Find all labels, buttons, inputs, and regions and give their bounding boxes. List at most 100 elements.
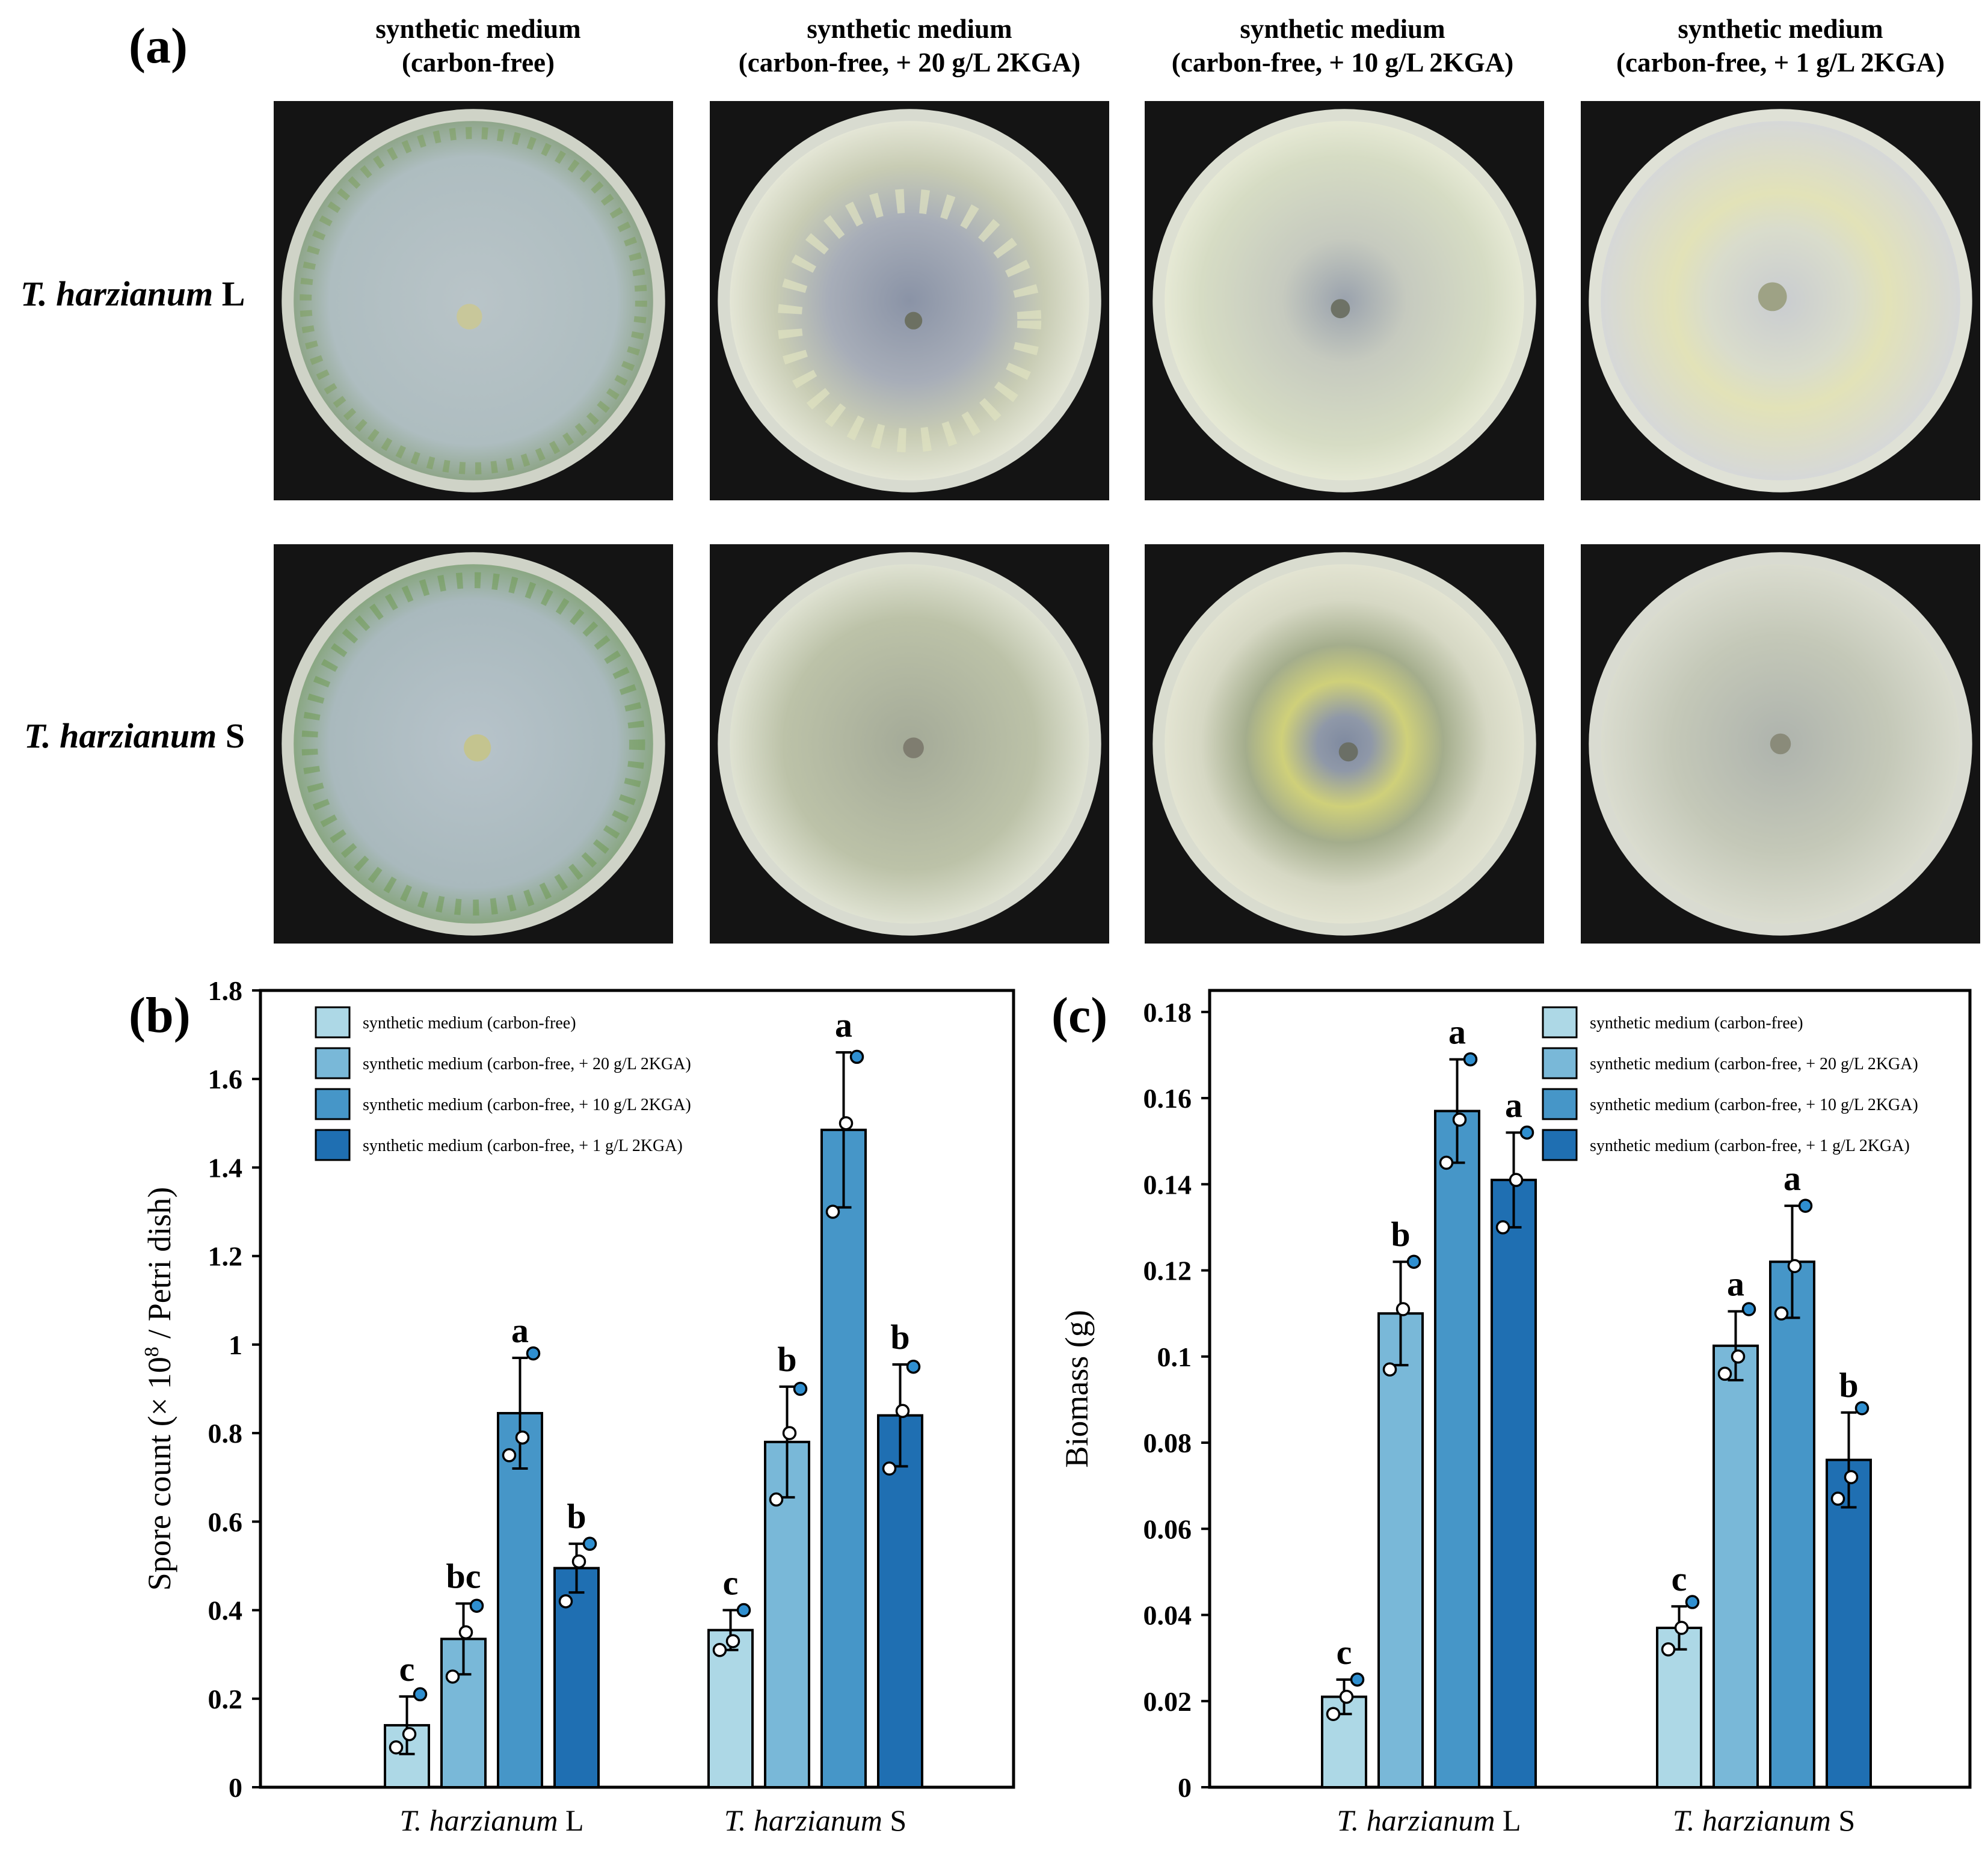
replicate-point	[558, 1594, 573, 1609]
y-axis-label-main: Spore count (× 10	[141, 1357, 177, 1591]
row-label-strain-l: T. harzianum L	[20, 274, 245, 314]
legend-label: synthetic medium (carbon-free, + 20 g/L …	[363, 1055, 691, 1073]
replicate-point	[402, 1726, 417, 1742]
legend-label: synthetic medium (carbon-free, + 10 g/L …	[363, 1096, 691, 1114]
replicate-point	[1731, 1349, 1746, 1364]
bar	[1491, 1179, 1537, 1788]
bar	[1769, 1260, 1815, 1789]
significance-letter: c	[723, 1564, 739, 1603]
y-tick-label: 1.6	[208, 1064, 243, 1094]
replicate-point	[1339, 1689, 1354, 1704]
y-axis-label: Biomass (g)	[1059, 1310, 1095, 1468]
plot-frame	[1208, 989, 1972, 1789]
y-tick-label: 0.06	[1143, 1514, 1192, 1544]
petri-dish-photo-s-1	[274, 544, 673, 944]
significance-letter: a	[1727, 1265, 1744, 1304]
legend-label: synthetic medium (carbon-free, + 20 g/L …	[1590, 1055, 1918, 1073]
petri-dish-photo-s-2	[710, 544, 1109, 944]
replicate-point	[1463, 1052, 1478, 1067]
row-label-l-strain: L	[221, 274, 245, 313]
x-category-species: T. harzianum	[1337, 1803, 1495, 1837]
y-tick-label: 0.12	[1143, 1256, 1192, 1286]
y-tick-label: 0.16	[1143, 1083, 1192, 1114]
replicate-point	[1741, 1302, 1756, 1316]
row-label-s-strain: S	[225, 716, 245, 755]
y-axis-label-exponent: 8	[141, 1346, 163, 1357]
replicate-point	[769, 1492, 784, 1507]
column-heading-4-line1: synthetic medium	[1678, 14, 1883, 44]
replicate-point	[1452, 1113, 1467, 1127]
replicate-point	[1798, 1199, 1813, 1213]
panel-b-label: (b)	[129, 987, 191, 1043]
x-category-space	[1495, 1803, 1503, 1837]
replicate-point	[1350, 1672, 1365, 1687]
replicate-point	[469, 1598, 484, 1613]
legend-label: synthetic medium (carbon-free, + 1 g/L 2…	[1590, 1137, 1910, 1155]
replicate-point	[526, 1346, 541, 1361]
x-category-space	[882, 1803, 890, 1837]
bar	[1826, 1458, 1872, 1788]
legend-swatch	[1542, 1129, 1578, 1161]
x-category-label: T. harzianum S	[724, 1803, 906, 1837]
y-tick-label: 0.08	[1143, 1428, 1192, 1458]
replicate-point	[458, 1625, 473, 1640]
column-heading-3-line1: synthetic medium	[1240, 14, 1445, 44]
replicate-point	[782, 1426, 797, 1440]
petri-dish-photo-l-3	[1145, 101, 1544, 500]
significance-letter: a	[511, 1311, 529, 1350]
column-heading-2-line1: synthetic medium	[807, 14, 1012, 44]
column-heading-1-line2: (carbon-free)	[401, 48, 555, 78]
y-tick-label: 0.2	[208, 1684, 243, 1714]
significance-letter: b	[777, 1340, 796, 1379]
replicate-point	[1326, 1707, 1341, 1721]
significance-letter: a	[835, 1005, 852, 1045]
petri-dish-photo-l-1	[274, 101, 673, 500]
y-tick-label: 1.2	[208, 1241, 243, 1272]
significance-letter: c	[1337, 1633, 1352, 1672]
y-tick-label: 0.02	[1143, 1686, 1192, 1717]
legend-label: synthetic medium (carbon-free, + 1 g/L 2…	[363, 1137, 683, 1155]
y-axis-label: Spore count (× 108 / Petri dish)	[141, 1187, 177, 1591]
column-heading-1-line1: synthetic medium	[375, 14, 581, 44]
bar	[1377, 1312, 1424, 1788]
replicate-point	[515, 1430, 530, 1445]
replicate-point	[882, 1461, 897, 1476]
replicate-point	[1519, 1125, 1534, 1140]
replicate-point	[736, 1603, 751, 1618]
replicate-point	[839, 1116, 854, 1131]
replicate-point	[571, 1554, 586, 1569]
replicate-point	[906, 1359, 921, 1374]
significance-letter: c	[1672, 1559, 1687, 1598]
significance-letter: b	[1839, 1366, 1858, 1405]
y-tick-label: 1	[229, 1330, 242, 1360]
panel-c-label: (c)	[1051, 987, 1108, 1043]
column-heading-1: synthetic medium (carbon-free)	[271, 12, 686, 79]
petri-dish-photo-l-4	[1581, 101, 1980, 500]
replicate-point	[582, 1536, 597, 1551]
significance-letter: b	[1391, 1215, 1410, 1254]
replicate-point	[1406, 1254, 1421, 1269]
column-heading-2: synthetic medium (carbon-free, + 20 g/L …	[702, 12, 1117, 79]
row-label-s-species: T. harzianum	[24, 716, 217, 755]
replicate-point	[1509, 1173, 1524, 1187]
replicate-point	[1830, 1491, 1845, 1506]
column-heading-3: synthetic medium (carbon-free, + 10 g/L …	[1135, 12, 1550, 79]
replicate-point	[1396, 1302, 1411, 1316]
replicate-point	[1661, 1642, 1676, 1657]
significance-letter: a	[1448, 1013, 1466, 1052]
row-label-strain-s: T. harzianum S	[24, 716, 245, 756]
significance-letter: b	[890, 1318, 909, 1357]
significance-letter: c	[399, 1650, 415, 1689]
replicate-point	[1717, 1366, 1732, 1381]
plot-frame	[259, 989, 1015, 1789]
legend-label: synthetic medium (carbon-free)	[363, 1014, 576, 1033]
x-category-species: T. harzianum	[399, 1803, 558, 1837]
replicate-point	[793, 1381, 808, 1396]
column-heading-4: synthetic medium (carbon-free, + 1 g/L 2…	[1573, 12, 1988, 79]
y-tick-label: 0.8	[208, 1418, 243, 1449]
x-category-label: T. harzianum L	[1337, 1803, 1521, 1837]
y-tick-label: 0.04	[1143, 1600, 1192, 1631]
x-category-strain: S	[890, 1803, 906, 1837]
bar	[1434, 1110, 1480, 1789]
replicate-point	[712, 1643, 727, 1657]
